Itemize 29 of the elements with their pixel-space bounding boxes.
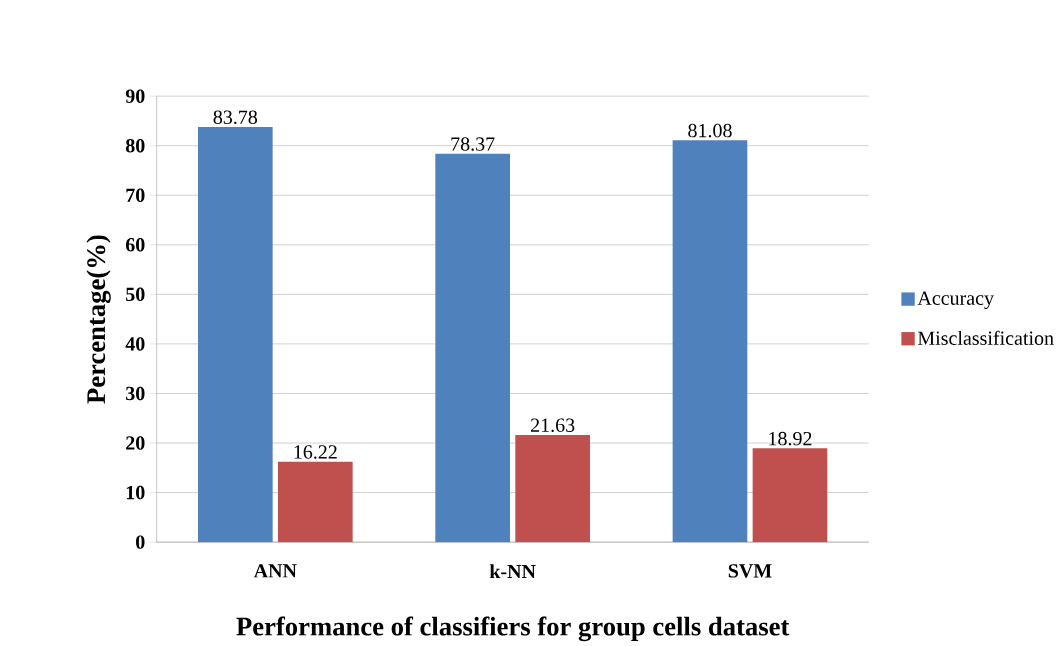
bar bbox=[435, 153, 510, 543]
y-tick-label: 30 bbox=[126, 386, 145, 401]
bar bbox=[515, 435, 590, 543]
y-axis-title: Percentage(%) bbox=[86, 235, 111, 404]
bar bbox=[672, 140, 748, 543]
data-label: 83.78 bbox=[213, 110, 258, 125]
data-label: 81.08 bbox=[688, 124, 732, 138]
bar bbox=[752, 448, 828, 543]
data-label: 21.63 bbox=[531, 418, 575, 433]
y-tick-label: 10 bbox=[126, 486, 145, 500]
y-tick-label: 90 bbox=[125, 89, 145, 104]
x-tick-label: k-NN bbox=[489, 564, 536, 579]
legend-label: Accuracy bbox=[917, 291, 994, 310]
data-label: 18.92 bbox=[769, 432, 812, 446]
y-tick-label: 0 bbox=[136, 535, 145, 550]
y-tick-label: 40 bbox=[125, 337, 145, 351]
x-tick-label: SVM bbox=[728, 564, 772, 578]
y-tick-label: 20 bbox=[126, 436, 145, 450]
y-tick-label: 70 bbox=[126, 188, 145, 203]
y-tick-label: 60 bbox=[125, 238, 145, 252]
y-tick-label: 80 bbox=[125, 139, 145, 153]
legend-label: Misclassification bbox=[917, 330, 1054, 346]
bar bbox=[197, 127, 273, 543]
data-label: 16.22 bbox=[294, 445, 337, 459]
x-tick-label: ANN bbox=[253, 564, 297, 578]
y-tick-label: 50 bbox=[126, 287, 145, 302]
data-label: 78.37 bbox=[451, 137, 495, 152]
bar bbox=[277, 461, 353, 543]
x-axis-title: Performance of classifiers for group cells dataset bbox=[236, 616, 790, 642]
